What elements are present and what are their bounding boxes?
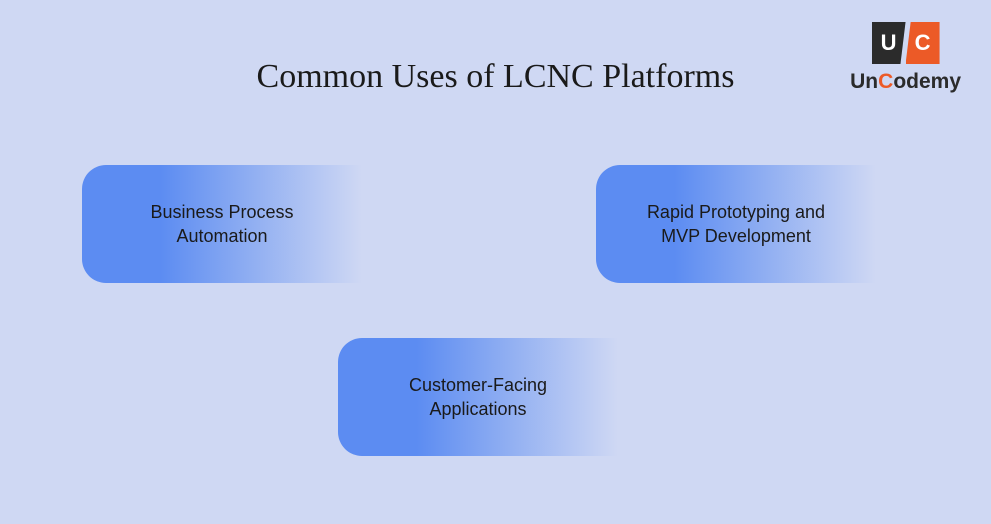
use-case-label: Business Process Automation xyxy=(112,200,332,249)
logo-icon: U C xyxy=(872,22,940,64)
logo-text-part-3: odemy xyxy=(893,70,961,93)
use-case-label: Customer-Facing Applications xyxy=(368,373,588,422)
use-case-card: Business Process Automation xyxy=(82,165,362,283)
page-title: Common Uses of LCNC Platforms xyxy=(257,58,735,96)
logo-square-left: U xyxy=(872,22,906,64)
use-case-label: Rapid Prototyping and MVP Development xyxy=(626,200,846,249)
logo-text: UnCodemy xyxy=(850,70,961,94)
logo-text-part-1: Un xyxy=(850,70,878,93)
logo-text-part-2: C xyxy=(878,70,893,93)
logo-square-right: C xyxy=(906,22,940,64)
use-case-card: Customer-Facing Applications xyxy=(338,338,618,456)
use-case-card: Rapid Prototyping and MVP Development xyxy=(596,165,876,283)
brand-logo: U C UnCodemy xyxy=(850,22,961,94)
